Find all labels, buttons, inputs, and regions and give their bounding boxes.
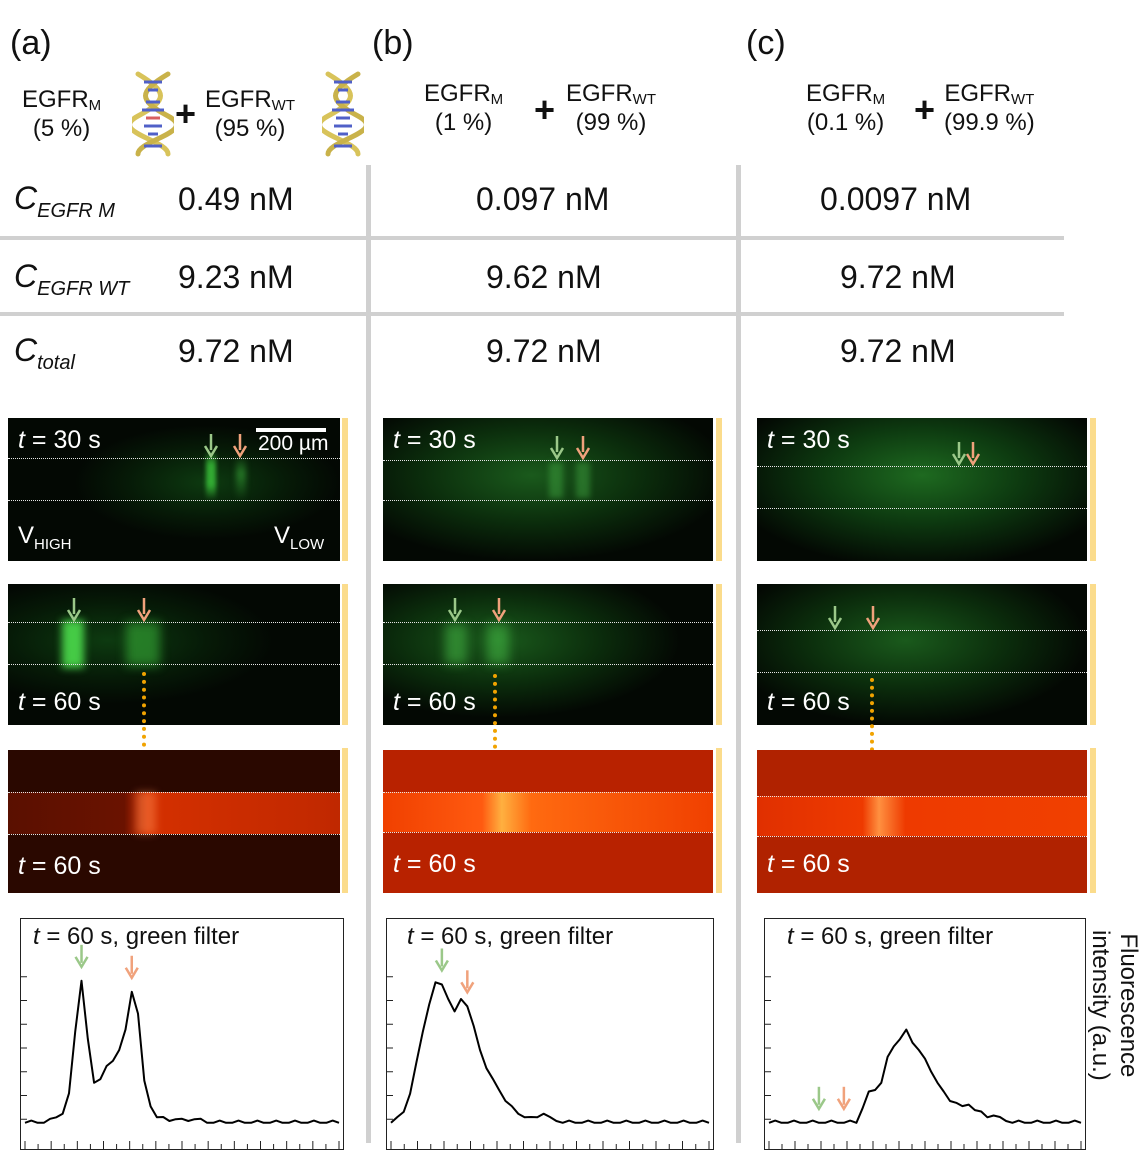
mutant-peak-arrow-icon	[811, 1086, 826, 1112]
plot-title: t = 60 s, green filter	[33, 923, 240, 950]
micrograph-green-30s-c: t = 30 s	[757, 418, 1087, 561]
micrograph-green-30s-a: t = 30 s 200 µm VHIGH VLOW	[8, 418, 340, 561]
time-label: t = 60 s	[393, 688, 476, 716]
electrode-marker	[1090, 748, 1096, 893]
time-label: t = 30 s	[767, 426, 850, 454]
plot-canvas	[21, 944, 340, 1149]
electrode-marker	[342, 418, 348, 561]
micrograph-red-60s-a: t = 60 s	[8, 750, 340, 893]
electrode-marker	[716, 584, 722, 725]
intensity-line	[24, 979, 340, 1124]
column-separator	[736, 165, 741, 1143]
formula-wildtype-c: EGFRWT (99.9 %)	[944, 80, 1035, 136]
formula-mutant-b: EGFRM (1 %)	[424, 80, 504, 136]
time-label: t = 60 s	[767, 688, 850, 716]
formula-wildtype-b: EGFRWT (99 %)	[566, 80, 656, 136]
plus-sign-c: +	[914, 89, 936, 130]
panel-label-b: (b)	[372, 24, 414, 62]
panel-label-c: (c)	[746, 24, 786, 62]
alignment-guide	[493, 674, 497, 788]
c-mutant-b: 0.097 nM	[476, 181, 610, 217]
time-label: t = 60 s	[18, 688, 101, 716]
row-separator	[0, 236, 1064, 240]
plot-title: t = 60 s, green filter	[787, 923, 994, 950]
v-low-label: VLOW	[274, 522, 325, 553]
wildtype-arrow-icon	[232, 434, 248, 458]
electrode-marker	[1090, 418, 1096, 561]
mutant-arrow-icon	[827, 606, 843, 630]
mutant-arrow-icon	[66, 598, 82, 622]
mutant-peak-arrow-icon	[434, 948, 449, 973]
scale-bar-label: 200 µm	[258, 432, 329, 455]
mutant-peak-arrow-icon	[74, 944, 89, 970]
c-total-b: 9.72 nM	[486, 333, 602, 369]
wildtype-arrow-icon	[965, 442, 981, 466]
c-wildtype-a: 9.23 nM	[178, 259, 294, 295]
micrograph-red-60s-c: t = 60 s	[757, 750, 1087, 893]
electrode-marker	[342, 748, 348, 893]
y-axis-label: Fluorescence intensity (a.u.)	[1087, 930, 1142, 1081]
time-label: t = 30 s	[393, 426, 476, 454]
c-total-a: 9.72 nM	[178, 333, 294, 369]
time-label: t = 30 s	[18, 426, 101, 454]
formula-wildtype-a: EGFRWT (95 %)	[205, 86, 295, 142]
c-mutant-c: 0.0097 nM	[820, 181, 972, 217]
intensity-line	[390, 981, 710, 1124]
c-wildtype-c: 9.72 nM	[840, 259, 956, 295]
micrograph-green-60s-a: t = 60 s	[8, 584, 340, 725]
wildtype-peak-arrow-icon	[836, 1086, 851, 1112]
mutant-arrow-icon	[549, 436, 565, 460]
micrograph-red-60s-b: t = 60 s	[383, 750, 713, 893]
intensity-plot-b: t = 60 s, green filter	[386, 918, 714, 1150]
electrode-marker	[716, 418, 722, 561]
row-label-c-wildtype: CEGFR WT	[14, 258, 130, 300]
c-mutant-a: 0.49 nM	[178, 181, 294, 217]
micrograph-green-60s-b: t = 60 s	[383, 584, 713, 725]
plot-title: t = 60 s, green filter	[407, 923, 614, 950]
alignment-guide	[142, 672, 146, 786]
v-high-label: VHIGH	[18, 522, 72, 553]
formula-mutant-c: EGFRM (0.1 %)	[806, 80, 886, 136]
panel-label-a: (a)	[10, 24, 52, 62]
time-label: t = 60 s	[767, 850, 850, 878]
scale-bar	[256, 428, 326, 432]
wildtype-arrow-icon	[865, 606, 881, 630]
electrode-marker	[716, 748, 722, 893]
dna-helix-icon	[322, 71, 364, 157]
time-label: t = 60 s	[18, 852, 101, 880]
mutant-arrow-icon	[951, 442, 967, 466]
time-label: t = 60 s	[393, 850, 476, 878]
plus-sign-a: +	[175, 93, 197, 134]
intensity-plot-a: t = 60 s, green filter	[20, 918, 344, 1150]
c-wildtype-b: 9.62 nM	[486, 259, 602, 295]
plot-canvas	[387, 948, 710, 1149]
electrode-marker	[342, 584, 348, 725]
mutant-arrow-icon	[447, 598, 463, 622]
c-total-c: 9.72 nM	[840, 333, 956, 369]
wildtype-peak-arrow-icon	[124, 955, 139, 981]
mutant-arrow-icon	[203, 434, 219, 458]
plus-sign-b: +	[534, 89, 556, 130]
wildtype-arrow-icon	[491, 598, 507, 622]
micrograph-green-60s-c: t = 60 s	[757, 584, 1087, 725]
row-label-c-mutant: CEGFR M	[14, 180, 115, 222]
intensity-plot-c: t = 60 s, green filter	[764, 918, 1086, 1150]
dna-helix-icon	[132, 71, 174, 157]
column-separator	[366, 165, 371, 1143]
row-separator	[0, 312, 1064, 316]
wildtype-arrow-icon	[136, 598, 152, 622]
alignment-guide	[870, 678, 874, 790]
intensity-line	[768, 1028, 1082, 1124]
wildtype-peak-arrow-icon	[460, 970, 475, 995]
plot-canvas	[765, 976, 1082, 1149]
micrograph-green-30s-b: t = 30 s	[383, 418, 713, 561]
wildtype-arrow-icon	[575, 436, 591, 460]
row-label-c-total: Ctotal	[14, 332, 75, 374]
electrode-marker	[1090, 584, 1096, 725]
formula-mutant-a: EGFRM (5 %)	[22, 86, 102, 142]
